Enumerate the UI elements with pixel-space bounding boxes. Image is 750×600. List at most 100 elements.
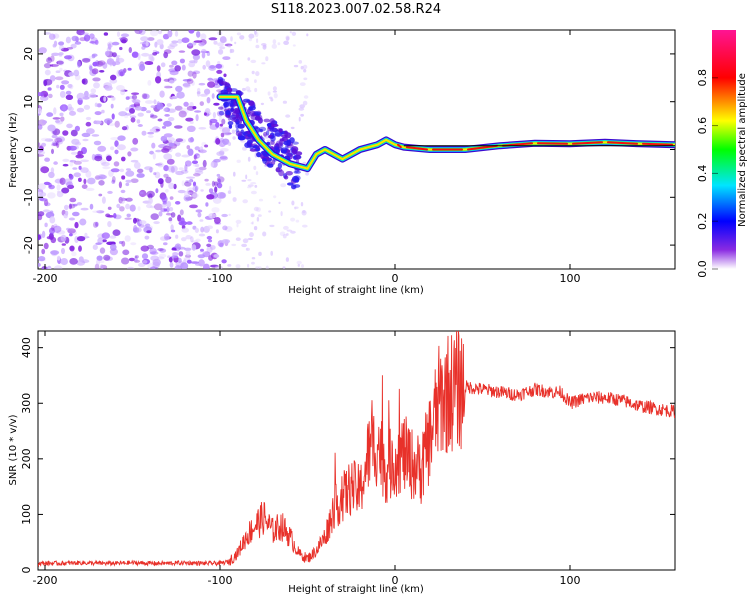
noise-blob	[66, 47, 74, 50]
noise-blob	[157, 248, 164, 251]
noise-blob	[107, 221, 112, 228]
noise-blob	[171, 95, 178, 100]
noise-blob	[180, 107, 189, 115]
noise-blob	[215, 122, 220, 128]
y-tick-label: -10	[22, 188, 35, 206]
noise-blob	[181, 227, 189, 233]
noise-blob	[197, 87, 201, 93]
noise-blob	[44, 202, 51, 207]
noise-blob	[214, 186, 218, 193]
noise-blob	[69, 197, 77, 203]
noise-blob	[186, 125, 196, 132]
y-tick-label: 10	[22, 95, 35, 109]
noise-blob	[84, 232, 88, 238]
noise-blob	[74, 74, 81, 81]
noise-blob	[82, 58, 91, 63]
noise-blob	[205, 60, 211, 68]
noise-blob	[190, 261, 199, 264]
noise-blob	[96, 255, 103, 261]
noise-blob	[118, 181, 122, 189]
noise-blob	[196, 31, 201, 38]
noise-blob	[99, 70, 105, 73]
noise-blob	[302, 210, 306, 214]
y-tick-label: 0	[20, 567, 33, 574]
noise-blob	[57, 140, 63, 145]
noise-blob	[265, 56, 269, 62]
noise-blob	[250, 222, 254, 225]
noise-blob	[155, 76, 162, 84]
noise-blob	[235, 219, 242, 224]
noise-blob	[66, 181, 74, 188]
noise-blob	[96, 103, 102, 108]
noise-blob	[300, 113, 304, 117]
noise-blob	[178, 50, 186, 53]
noise-blob	[157, 178, 164, 185]
noise-blob	[267, 91, 271, 96]
noise-blob	[107, 95, 114, 98]
noise-blob	[46, 57, 53, 64]
noise-blob	[38, 154, 45, 157]
noise-blob	[192, 71, 197, 79]
noise-blob	[130, 159, 139, 163]
noise-blob	[207, 77, 213, 81]
noise-blob	[47, 124, 56, 132]
x-tick-label: -100	[208, 574, 233, 587]
noise-blob	[60, 258, 68, 265]
noise-blob	[92, 210, 101, 213]
noise-blob	[291, 149, 298, 154]
snr-ylabel: SNR (10 * v/v)	[8, 414, 19, 485]
noise-blob	[75, 141, 82, 146]
noise-blob	[121, 257, 130, 265]
snr-series	[38, 331, 675, 568]
noise-blob	[278, 128, 283, 133]
noise-blob	[67, 83, 73, 89]
noise-blob	[48, 93, 53, 99]
noise-blob	[185, 160, 192, 167]
noise-blob	[140, 245, 149, 252]
noise-blob	[168, 256, 173, 263]
noise-blob	[178, 251, 184, 257]
noise-blob	[77, 150, 84, 156]
noise-blob	[160, 135, 168, 142]
noise-blob	[93, 120, 102, 125]
noise-blob	[61, 187, 70, 194]
noise-blob	[235, 264, 241, 269]
noise-blob	[38, 124, 43, 130]
noise-blob	[236, 223, 239, 228]
noise-blob	[59, 177, 66, 185]
spectrogram-ridge	[216, 93, 675, 173]
noise-blob	[148, 54, 152, 62]
noise-blob	[67, 103, 73, 111]
noise-blob	[282, 266, 286, 269]
noise-blob	[97, 237, 105, 244]
noise-blob	[257, 266, 262, 269]
snr-panel: -200 -100 0 100 0 100 200 300 400 Height of stra…	[8, 330, 676, 595]
noise-blob	[116, 203, 121, 209]
noise-blob	[74, 125, 80, 132]
noise-blob	[221, 259, 227, 264]
noise-blob	[292, 44, 296, 47]
noise-blob	[167, 30, 173, 38]
noise-blob	[293, 64, 299, 68]
noise-blob	[58, 41, 65, 46]
noise-blob	[57, 59, 65, 66]
noise-blob	[149, 30, 159, 37]
noise-blob	[168, 217, 173, 222]
noise-blob	[170, 212, 176, 218]
noise-blob	[68, 145, 77, 151]
noise-blob	[147, 135, 154, 138]
noise-blob	[64, 55, 72, 60]
noise-blob	[206, 243, 212, 247]
noise-blob	[166, 206, 170, 213]
noise-blob	[97, 60, 106, 66]
noise-blob	[216, 182, 223, 189]
noise-blob	[146, 110, 151, 114]
noise-blob	[266, 139, 271, 142]
noise-blob	[211, 93, 215, 99]
noise-blob	[215, 138, 221, 145]
noise-blob	[40, 166, 50, 174]
noise-blob	[49, 210, 54, 214]
noise-blob	[213, 158, 221, 163]
noise-blob	[163, 120, 172, 127]
